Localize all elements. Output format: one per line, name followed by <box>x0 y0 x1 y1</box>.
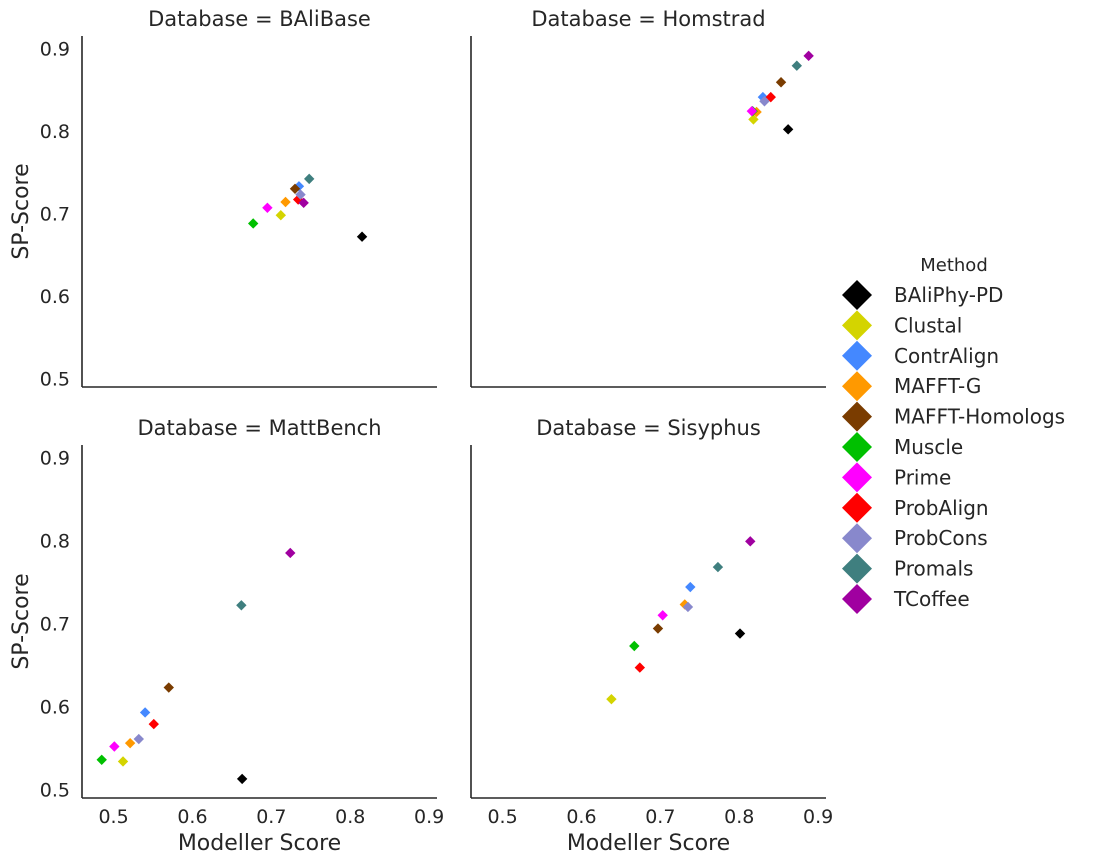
y-tick-label: 0.9 <box>40 38 70 60</box>
legend-marker <box>842 371 872 402</box>
legend-marker <box>842 553 872 584</box>
y-tick-label: 0.7 <box>40 614 70 636</box>
data-point-tcoffee <box>803 50 814 62</box>
x-tick-label: 0.5 <box>98 806 128 828</box>
legend-marker <box>842 280 872 310</box>
data-point-probalign <box>148 718 159 730</box>
y-tick-label: 0.7 <box>40 204 70 226</box>
y-tick-label: 0.9 <box>40 447 70 469</box>
legend-marker <box>842 432 872 462</box>
data-point-clustal <box>606 693 617 705</box>
facet-title: Database = Homstrad <box>531 7 765 31</box>
data-point-baliphy-pd <box>782 124 794 135</box>
data-point-mafft-homologs <box>652 623 664 634</box>
data-point-probcons <box>133 733 144 745</box>
legend-label: Prime <box>894 465 951 489</box>
y-axis-label: SP-Score <box>9 163 34 259</box>
legend-label: ProbAlign <box>894 496 989 520</box>
data-point-promals <box>791 60 803 71</box>
data-point-muscle <box>247 218 259 229</box>
legend-label: BAliPhy-PD <box>894 283 1003 307</box>
legend-marker <box>842 523 872 554</box>
legend-label: Promals <box>894 557 973 581</box>
data-point-mafft-g <box>679 599 690 610</box>
x-tick-label: 0.9 <box>803 806 833 828</box>
legend-label: MAFFT-G <box>894 374 981 398</box>
legend-label: ContrAlign <box>894 344 999 368</box>
data-point-prime <box>746 105 758 117</box>
data-point-probcons <box>682 601 694 613</box>
legend-marker <box>842 462 872 493</box>
data-point-probcons <box>295 189 306 200</box>
legend-marker <box>842 310 872 341</box>
data-point-mafft-homologs <box>163 682 174 693</box>
legend-label: ProbCons <box>894 526 988 550</box>
y-tick-label: 0.8 <box>40 121 70 143</box>
x-axis-label: Modeller Score <box>178 831 341 856</box>
data-point-promals <box>236 600 247 611</box>
data-point-promals <box>712 561 724 573</box>
data-point-muscle <box>96 754 107 765</box>
data-point-probalign <box>765 91 776 103</box>
x-tick-label: 0.9 <box>414 806 444 828</box>
data-point-tcoffee <box>285 547 296 559</box>
data-point-mafft-g <box>280 196 291 208</box>
x-tick-label: 0.8 <box>724 806 754 828</box>
legend-label: MAFFT-Homologs <box>894 405 1065 429</box>
data-point-mafft-homologs <box>289 183 301 194</box>
data-point-tcoffee <box>745 536 756 547</box>
data-point-baliphy-pd <box>236 773 248 785</box>
data-point-probalign <box>634 662 646 673</box>
data-point-prime <box>657 610 668 621</box>
data-point-mafft-g <box>124 737 136 749</box>
facet-title: Database = BAliBase <box>148 7 371 31</box>
data-point-tcoffee <box>298 197 309 209</box>
data-point-clustal <box>117 756 129 767</box>
legend-title: Method <box>920 255 988 276</box>
facet-title: Database = MattBench <box>137 416 381 440</box>
data-point-prime <box>262 202 273 213</box>
y-tick-label: 0.5 <box>40 369 70 391</box>
y-tick-label: 0.6 <box>40 286 70 308</box>
legend-marker <box>842 584 872 614</box>
x-tick-label: 0.6 <box>566 806 596 828</box>
legend-label: TCoffee <box>893 587 970 611</box>
data-point-contralign <box>685 581 696 593</box>
data-point-muscle <box>629 640 640 652</box>
x-tick-label: 0.8 <box>335 806 365 828</box>
data-point-clustal <box>275 210 286 221</box>
legend-label: Clustal <box>894 313 962 337</box>
x-tick-label: 0.5 <box>487 806 517 828</box>
x-axis-label: Modeller Score <box>567 831 730 856</box>
data-point-mafft-homologs <box>775 77 787 88</box>
y-tick-label: 0.8 <box>40 531 70 553</box>
data-point-probcons <box>759 96 770 107</box>
data-point-contralign <box>139 707 151 718</box>
y-axis-label: SP-Score <box>9 573 34 669</box>
legend-marker <box>842 492 872 523</box>
legend-marker <box>842 401 872 432</box>
data-point-clustal <box>748 114 759 125</box>
x-tick-label: 0.7 <box>645 806 675 828</box>
facet-title: Database = Sisyphus <box>536 416 761 440</box>
data-point-baliphy-pd <box>356 231 368 242</box>
x-tick-label: 0.6 <box>177 806 207 828</box>
legend-marker <box>842 340 872 371</box>
data-point-prime <box>109 741 120 752</box>
y-tick-label: 0.6 <box>40 697 70 719</box>
x-tick-label: 0.7 <box>256 806 286 828</box>
legend-label: Muscle <box>894 435 963 459</box>
data-point-baliphy-pd <box>734 628 746 639</box>
data-point-promals <box>304 173 315 185</box>
y-tick-label: 0.5 <box>40 780 70 802</box>
